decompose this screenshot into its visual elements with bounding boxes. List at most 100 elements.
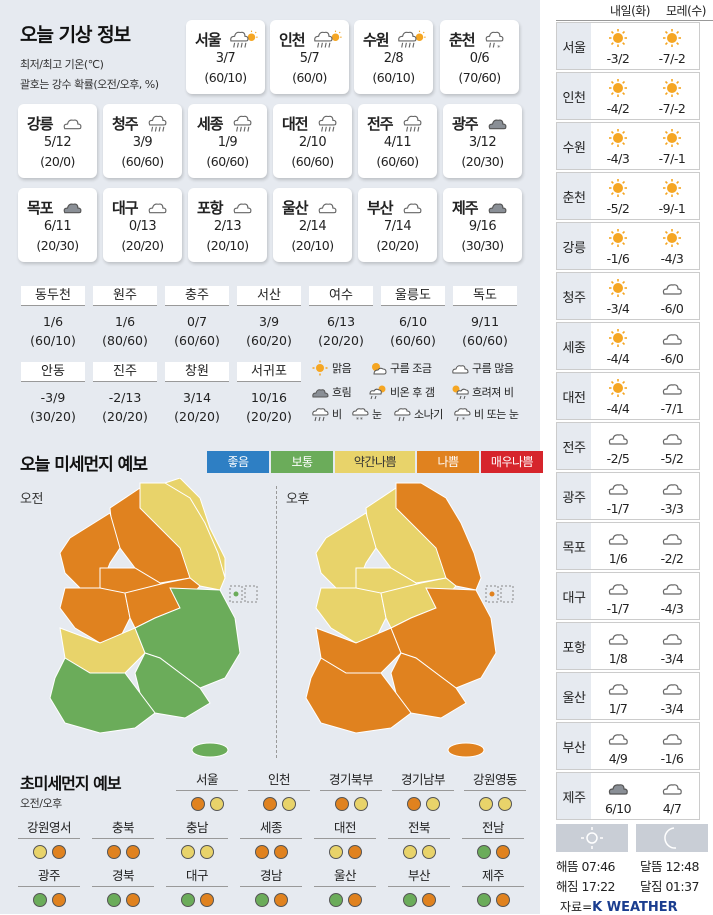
city-card: 강릉 5/12 (20/0) [18,104,97,178]
small-city-temp: -3/9 [40,390,66,405]
pm-label: 오후 [286,492,309,507]
pm25-am-dot [190,797,205,811]
pm25-am-dot [106,893,121,907]
small-city-name: 여수 [309,286,373,306]
city-temp: 3/7 [215,51,236,66]
city-temp: 2/8 [383,51,404,66]
rain-icon [318,115,337,132]
city-name: 전주 [367,115,394,133]
forecast-day2-temp: -7/-1 [658,151,686,166]
pm25-region-name: 충북 [92,818,154,839]
forecast-day1-temp: 6/10 [604,801,632,816]
forecast-day1-temp: -1/7 [606,501,630,516]
forecast-day2-temp: -3/4 [660,651,684,666]
pm25-region-name: 광주 [18,866,80,887]
forecast-day2-temp: 4/7 [662,801,682,816]
pm25-am-dot [32,845,47,859]
pm-region-jeju [447,742,485,758]
cloud-icon [662,684,682,695]
cloud-icon [662,584,682,595]
legend-mostly: 구름 많음 [450,360,514,376]
small-city-temp: 0/7 [186,314,208,329]
pm25-am-dot [402,893,417,907]
forecast-day2-temp: -3/4 [660,701,684,716]
pm25-region: 울산 [306,866,384,907]
pm25-region-name: 강원영서 [18,818,80,839]
city-card: 포항 2/13 (20/10) [188,188,267,262]
sun-icon [312,360,328,376]
kweather-logo: K WEATHER [592,900,678,915]
moonset-text: 달짐 01:37 [640,879,700,894]
forecast-row: 목포 1/6 -2/2 [556,522,700,570]
pm25-region: 경북 [84,866,162,907]
city-pop: (60/0) [292,70,327,85]
small-city-name: 독도 [453,286,517,306]
subtitle-pop: 괄호는 강수 확률(오전/오후, %) [20,78,159,91]
small-city-cell: 동두천 1/6 (60/10) [18,286,88,349]
pm25-pm-dot [495,893,510,907]
sun-icon [663,29,681,47]
small-city-name: 충주 [165,286,229,306]
pm25-pm-dot [209,797,224,811]
forecast-day1-temp: -4/2 [606,101,630,116]
pm25-am-dot [476,893,491,907]
forecast-day2-temp: -4/3 [660,251,684,266]
shower-icon [394,408,411,422]
forecast-day1-temp: -2/5 [606,451,630,466]
city-name: 광주 [452,115,479,133]
small-city-pop: (20/20) [102,409,148,424]
cloud-dark-icon [488,119,507,130]
day1-header: 내일(화) [610,4,650,18]
pm25-region-name: 제주 [462,866,524,887]
svg-text:*: * [497,43,501,51]
sun-icon [609,179,627,197]
pm25-region: 부산 [380,866,458,907]
moonrise-text: 달뜸 12:48 [640,859,700,874]
city-name: 강릉 [27,115,54,133]
sun-outline-icon [581,827,603,849]
cloud-icon [662,434,682,445]
pm25-region-name: 대전 [314,818,376,839]
pm25-am-dot [180,893,195,907]
small-city-name: 진주 [93,362,157,382]
city-pop: (70/60) [458,70,501,85]
legend-shower: 소나기 [392,406,443,422]
small-city-name: 원주 [93,286,157,306]
small-city-cell: 울릉도 6/10 (60/60) [378,286,448,349]
legend-partly-label: 구름 조금 [390,362,432,375]
legend-clear: 맑음 [310,360,352,376]
dust-title: 오늘 미세먼지 예보 [20,455,148,475]
small-city-name: 서귀포 [237,362,301,382]
pm25-region: 충남 [158,818,236,859]
cloud-icon [318,203,337,214]
pm25-region: 광주 [10,866,88,907]
small-city-pop: (60/60) [390,333,436,348]
city-name: 목포 [27,199,54,217]
small-city-temp: 1/6 [42,314,64,329]
city-temp: 1/9 [217,135,238,150]
pm25-region-name: 충남 [166,818,228,839]
small-city-temp: 10/16 [250,390,288,405]
city-name: 제주 [452,199,479,217]
city-card: 대구 0/13 (20/20) [103,188,182,262]
city-pop: (60/10) [204,70,247,85]
forecast-row: 전주 -2/5 -5/2 [556,422,700,470]
forecast-row: 세종 -4/4 -6/0 [556,322,700,370]
city-temp: 7/14 [383,219,412,234]
cloud-icon [662,734,682,745]
forecast-row: 춘천 -5/2 -9/-1 [556,172,700,220]
small-city-pop: (60/20) [246,333,292,348]
forecast-city: 세종 [557,323,591,369]
pm25-am-dot [32,893,47,907]
pm25-pm-dot [199,893,214,907]
forecast-row: 대전 -4/4 -7/1 [556,372,700,420]
forecast-day1-temp: 1/6 [608,551,628,566]
pm-dust-map [305,482,514,758]
city-name: 포항 [197,199,224,217]
cloud-icon [608,434,628,445]
pm25-region: 인천 [240,770,318,811]
rain-sun-icon [369,385,386,400]
am-dust-map [49,478,258,758]
sun-icon [609,229,627,247]
dust-level-1: 보통 [271,451,333,473]
